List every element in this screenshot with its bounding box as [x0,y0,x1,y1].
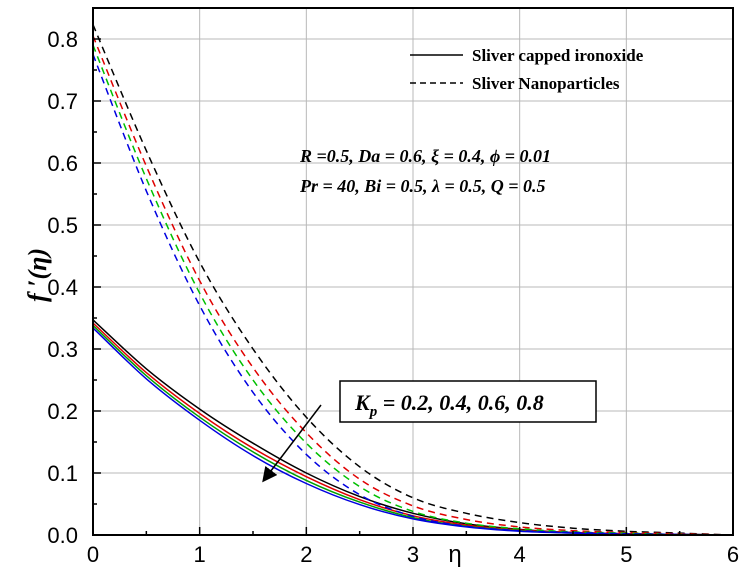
kp-annotation: Kp = 0.2, 0.4, 0.6, 0.8 [339,380,597,423]
x-tick-label: 0 [87,542,99,567]
x-tick-label: 1 [194,542,206,567]
y-axis-title: f ′(η) [23,248,52,302]
legend-label-silver-capped-ironoxide: Sliver capped ironoxide [472,46,644,65]
legend: Sliver capped ironoxide Sliver Nanoparti… [410,46,644,93]
parameters-line-2: Pr = 40, Bi = 0.5, λ = 0.5, Q = 0.5 [299,176,546,196]
x-tick-label: 2 [300,542,312,567]
increasing-kp-arrow [262,404,322,483]
y-tick-label: 0.7 [47,89,78,114]
grid-lines [93,8,733,535]
kp-annotation-text: Kp = 0.2, 0.4, 0.6, 0.8 [354,390,544,420]
y-tick-label: 0.3 [47,337,78,362]
y-tick-labels: 0.0 0.1 0.2 0.3 0.4 0.5 0.6 0.7 0.8 [47,27,78,548]
x-tick-label: 5 [620,542,632,567]
x-tick-label: 6 [727,542,739,567]
y-tick-label: 0.6 [47,151,78,176]
x-tick-label: 4 [514,542,526,567]
parameters-line-1: R =0.5, Da = 0.6, ξ = 0.4, ϕ = 0.01 [299,146,551,167]
y-tick-label: 0.2 [47,399,78,424]
dashed-curve-2 [92,35,734,536]
x-tick-labels: 0 1 2 3 4 5 6 [87,542,739,567]
axis-ticks [92,38,734,536]
y-tick-label: 0.5 [47,213,78,238]
y-tick-label: 0.4 [47,275,78,300]
y-tick-label: 0.0 [47,523,78,548]
x-tick-label: 3 [407,542,419,567]
y-tick-label: 0.8 [47,27,78,52]
dashed-curve-4 [92,54,734,536]
y-tick-label: 0.1 [47,461,78,486]
x-axis-title: η [448,541,461,568]
legend-label-silver-nanoparticles: Sliver Nanoparticles [472,74,620,93]
kp-annotation-box [339,380,597,423]
